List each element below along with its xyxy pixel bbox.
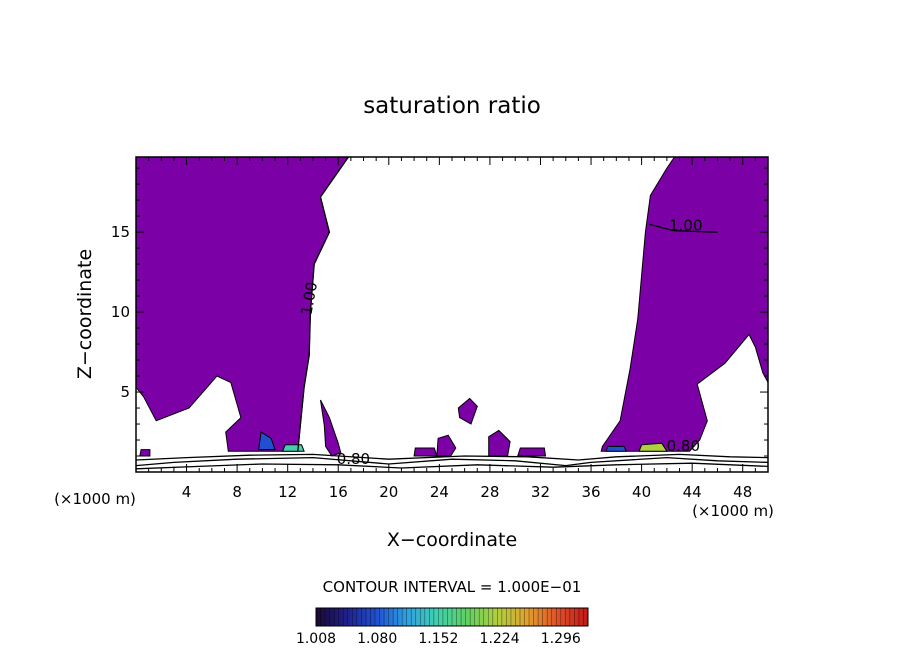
- contour-label: 1.00: [298, 280, 322, 316]
- contour-interval-note: CONTOUR INTERVAL = 1.000E−01: [323, 578, 582, 596]
- contour-line-1: [297, 157, 349, 452]
- y-tick-label: 15: [111, 223, 130, 241]
- contour-line-0-9: [136, 453, 768, 461]
- filled-contour-regions: [136, 157, 768, 457]
- x-axis-label: X−coordinate: [387, 529, 517, 551]
- contour-labels: 1.00 1.00 0.80 0.80: [298, 217, 703, 468]
- y-tick-label: 5: [120, 383, 130, 401]
- contour-line-0-8: [136, 456, 768, 467]
- colorbar-tick-label: 1.008: [296, 631, 336, 647]
- contour-label: 0.80: [337, 450, 370, 468]
- x-tick-label: 12: [278, 483, 297, 501]
- y-tick-label: 10: [111, 303, 130, 321]
- colorbar-tick-label: 1.152: [418, 631, 458, 647]
- colorbar-tick-label: 1.224: [480, 631, 520, 647]
- contour-region-supersaturated-cell-x-24-25: [436, 434, 457, 457]
- colorbar: [315, 607, 589, 627]
- contour-region-supersaturated-cell-x-30-33: [517, 447, 547, 457]
- contour-label: 1.00: [669, 217, 702, 235]
- x-tick-label: 16: [329, 483, 348, 501]
- contour-region-high-saturation-patch-x-10-11: [258, 431, 276, 451]
- x-unit-label-left: (×1000 m): [54, 490, 136, 508]
- x-tick-label: 8: [232, 483, 242, 501]
- x-tick-label: 48: [733, 483, 752, 501]
- x-tick-label: 32: [531, 483, 550, 501]
- contour-region-high-saturation-patch-x-12-13: [281, 444, 305, 452]
- contour-region-supersaturated-region-small: [320, 399, 342, 457]
- x-unit-label-right: (×1000 m): [692, 502, 774, 520]
- x-tick-label: 20: [379, 483, 398, 501]
- x-tick-label: 24: [430, 483, 449, 501]
- colorbar-tick-label: 1.080: [357, 631, 397, 647]
- x-tick-label: 4: [182, 483, 192, 501]
- colorbar-tick-label: 1.296: [541, 631, 581, 647]
- x-tick-label: 44: [683, 483, 702, 501]
- contour-region-supersaturated-cell-x-25-27: [457, 397, 478, 425]
- contour-region-supersaturated-cell-x-22-24: [413, 447, 438, 457]
- contour-label: 0.80: [667, 437, 700, 455]
- contour-region-high-saturation-patch-x-37-39: [605, 445, 628, 452]
- chart-title: saturation ratio: [363, 93, 541, 119]
- x-tick-label: 36: [581, 483, 600, 501]
- x-axis-ticks: 4 8 12 16 20 24 28 32 36 40 44 48: [148, 157, 756, 501]
- y-axis-ticks: 5 10 15: [111, 167, 768, 457]
- x-tick-label: 40: [632, 483, 651, 501]
- y-axis-label: Z−coordinate: [74, 249, 96, 379]
- contour-line-1: [649, 223, 718, 233]
- colorbar-tick-labels: 1.008 1.080 1.152 1.224 1.296: [296, 631, 581, 647]
- contour-region-supersaturated-cell-x-0-3-1-1: [139, 449, 151, 457]
- x-tick-label: 28: [480, 483, 499, 501]
- contour-region-high-saturation-patch-x-40-42: [638, 442, 668, 452]
